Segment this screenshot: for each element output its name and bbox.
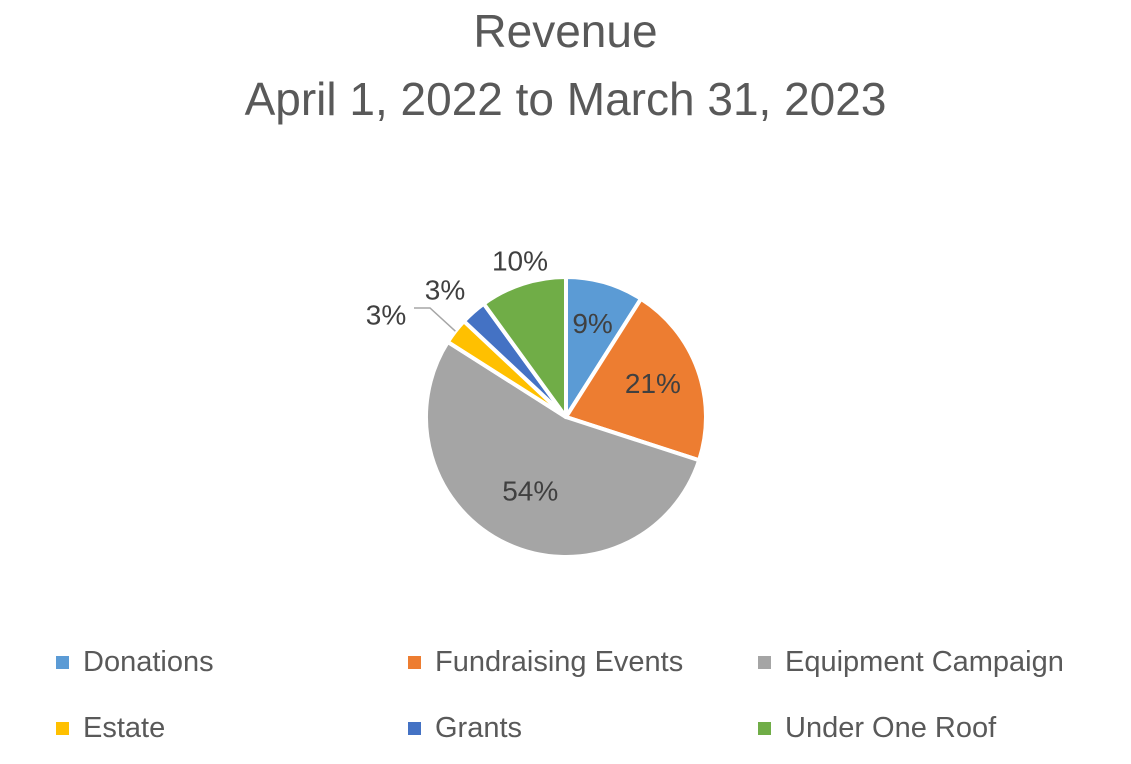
data-label-equipment-campaign: 54% (502, 475, 558, 506)
data-label-donations: 9% (572, 308, 612, 339)
data-label-grants: 3% (425, 274, 465, 305)
leader-line (414, 307, 456, 332)
data-label-estate: 3% (366, 299, 406, 330)
pie-slice-equipment-campaign (424, 339, 702, 559)
chart-title: Revenue (473, 5, 658, 57)
pie-slice-under-one-roof (481, 275, 568, 419)
pie-slice-fundraising-events (564, 296, 708, 463)
data-label-fundraising-events: 21% (625, 368, 681, 399)
chart-subtitle: April 1, 2022 to March 31, 2023 (244, 73, 887, 125)
data-label-under-one-roof: 10% (492, 245, 548, 276)
